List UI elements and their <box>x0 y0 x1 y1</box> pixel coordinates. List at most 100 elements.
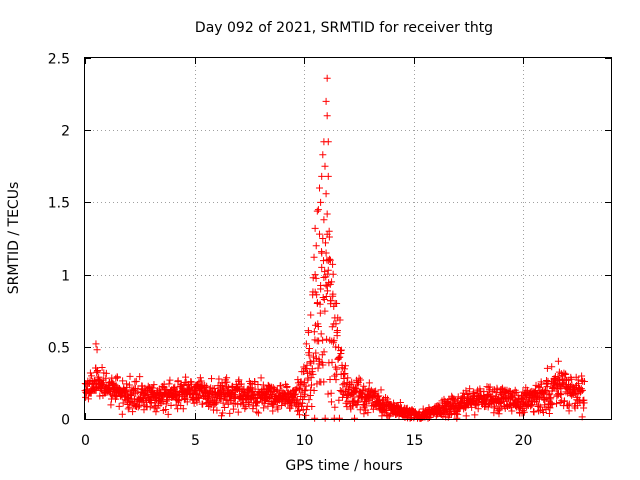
data-point <box>119 377 127 385</box>
data-point <box>179 405 187 413</box>
data-point <box>333 328 341 336</box>
data-point <box>450 395 458 403</box>
data-point <box>548 400 556 408</box>
data-point <box>253 397 261 405</box>
data-point <box>344 374 352 382</box>
data-point <box>320 216 328 224</box>
data-point <box>396 398 404 406</box>
data-point <box>98 363 106 371</box>
data-point <box>88 372 96 380</box>
y-tick-label: 1 <box>61 269 70 285</box>
data-point <box>152 408 160 416</box>
data-point <box>355 374 363 382</box>
data-point <box>384 395 392 403</box>
data-point <box>308 365 316 373</box>
data-point <box>313 299 321 307</box>
data-point <box>255 409 263 417</box>
data-point <box>93 346 101 354</box>
data-point <box>322 249 330 257</box>
data-point <box>578 386 586 394</box>
data-point <box>305 396 313 404</box>
data-point <box>331 314 339 322</box>
data-point <box>324 390 332 398</box>
data-point <box>237 380 245 388</box>
data-point <box>562 370 570 378</box>
data-point <box>543 364 551 372</box>
data-point <box>354 397 362 405</box>
data-point <box>323 210 331 218</box>
data-point <box>341 369 349 377</box>
y-axis-label: SRMTID / TECUs <box>6 182 22 295</box>
data-point <box>311 414 319 422</box>
data-point <box>580 378 588 386</box>
data-point <box>253 408 261 416</box>
data-point <box>334 355 342 363</box>
data-point <box>295 407 303 415</box>
data-point <box>320 273 328 281</box>
data-point <box>361 386 369 394</box>
data-point <box>226 409 234 417</box>
data-point <box>471 411 479 419</box>
data-point <box>574 380 582 388</box>
data-point <box>247 384 255 392</box>
data-point <box>489 387 497 395</box>
x-tick-label: 20 <box>515 433 533 449</box>
data-point <box>468 403 476 411</box>
data-point <box>107 401 115 409</box>
data-point <box>555 376 563 384</box>
data-point <box>303 361 311 369</box>
x-tick-label: 15 <box>406 433 424 449</box>
data-point <box>318 172 326 180</box>
data-point <box>347 405 355 413</box>
data-points <box>81 74 588 422</box>
data-point <box>306 358 314 366</box>
data-point <box>149 384 157 392</box>
grid-lines <box>85 58 611 419</box>
data-point <box>316 184 324 192</box>
data-point <box>96 392 104 400</box>
data-point <box>183 398 191 406</box>
data-point <box>310 387 318 395</box>
data-point <box>335 396 343 404</box>
data-point <box>294 407 302 415</box>
data-point <box>260 404 268 412</box>
data-point <box>547 399 555 407</box>
data-point <box>321 162 329 170</box>
data-point <box>343 391 351 399</box>
data-point <box>331 372 339 380</box>
data-point <box>92 340 100 348</box>
data-point <box>134 385 142 393</box>
data-point <box>283 383 291 391</box>
data-point <box>487 392 495 400</box>
data-point <box>182 373 190 381</box>
data-point <box>273 387 281 395</box>
data-point <box>316 309 324 317</box>
data-point <box>321 239 329 247</box>
data-point <box>580 399 588 407</box>
data-point <box>376 396 384 404</box>
data-point <box>337 349 345 357</box>
data-point <box>319 151 327 159</box>
x-tick-label: 5 <box>191 433 200 449</box>
data-point <box>99 381 107 389</box>
plot-frame <box>84 57 612 420</box>
data-point <box>329 270 337 278</box>
data-point <box>319 294 327 302</box>
data-point <box>318 263 326 271</box>
data-point <box>548 363 556 371</box>
data-point <box>312 349 320 357</box>
data-point <box>514 391 522 399</box>
data-point <box>543 376 551 384</box>
data-point <box>211 400 219 408</box>
data-point <box>302 382 310 390</box>
data-point <box>565 407 573 415</box>
data-point <box>146 403 154 411</box>
data-point <box>319 336 327 344</box>
data-point <box>360 382 368 390</box>
data-point <box>126 372 134 380</box>
data-point <box>535 407 543 415</box>
data-point <box>224 400 232 408</box>
data-point <box>129 408 137 416</box>
data-point <box>302 411 310 419</box>
data-point <box>348 378 356 386</box>
